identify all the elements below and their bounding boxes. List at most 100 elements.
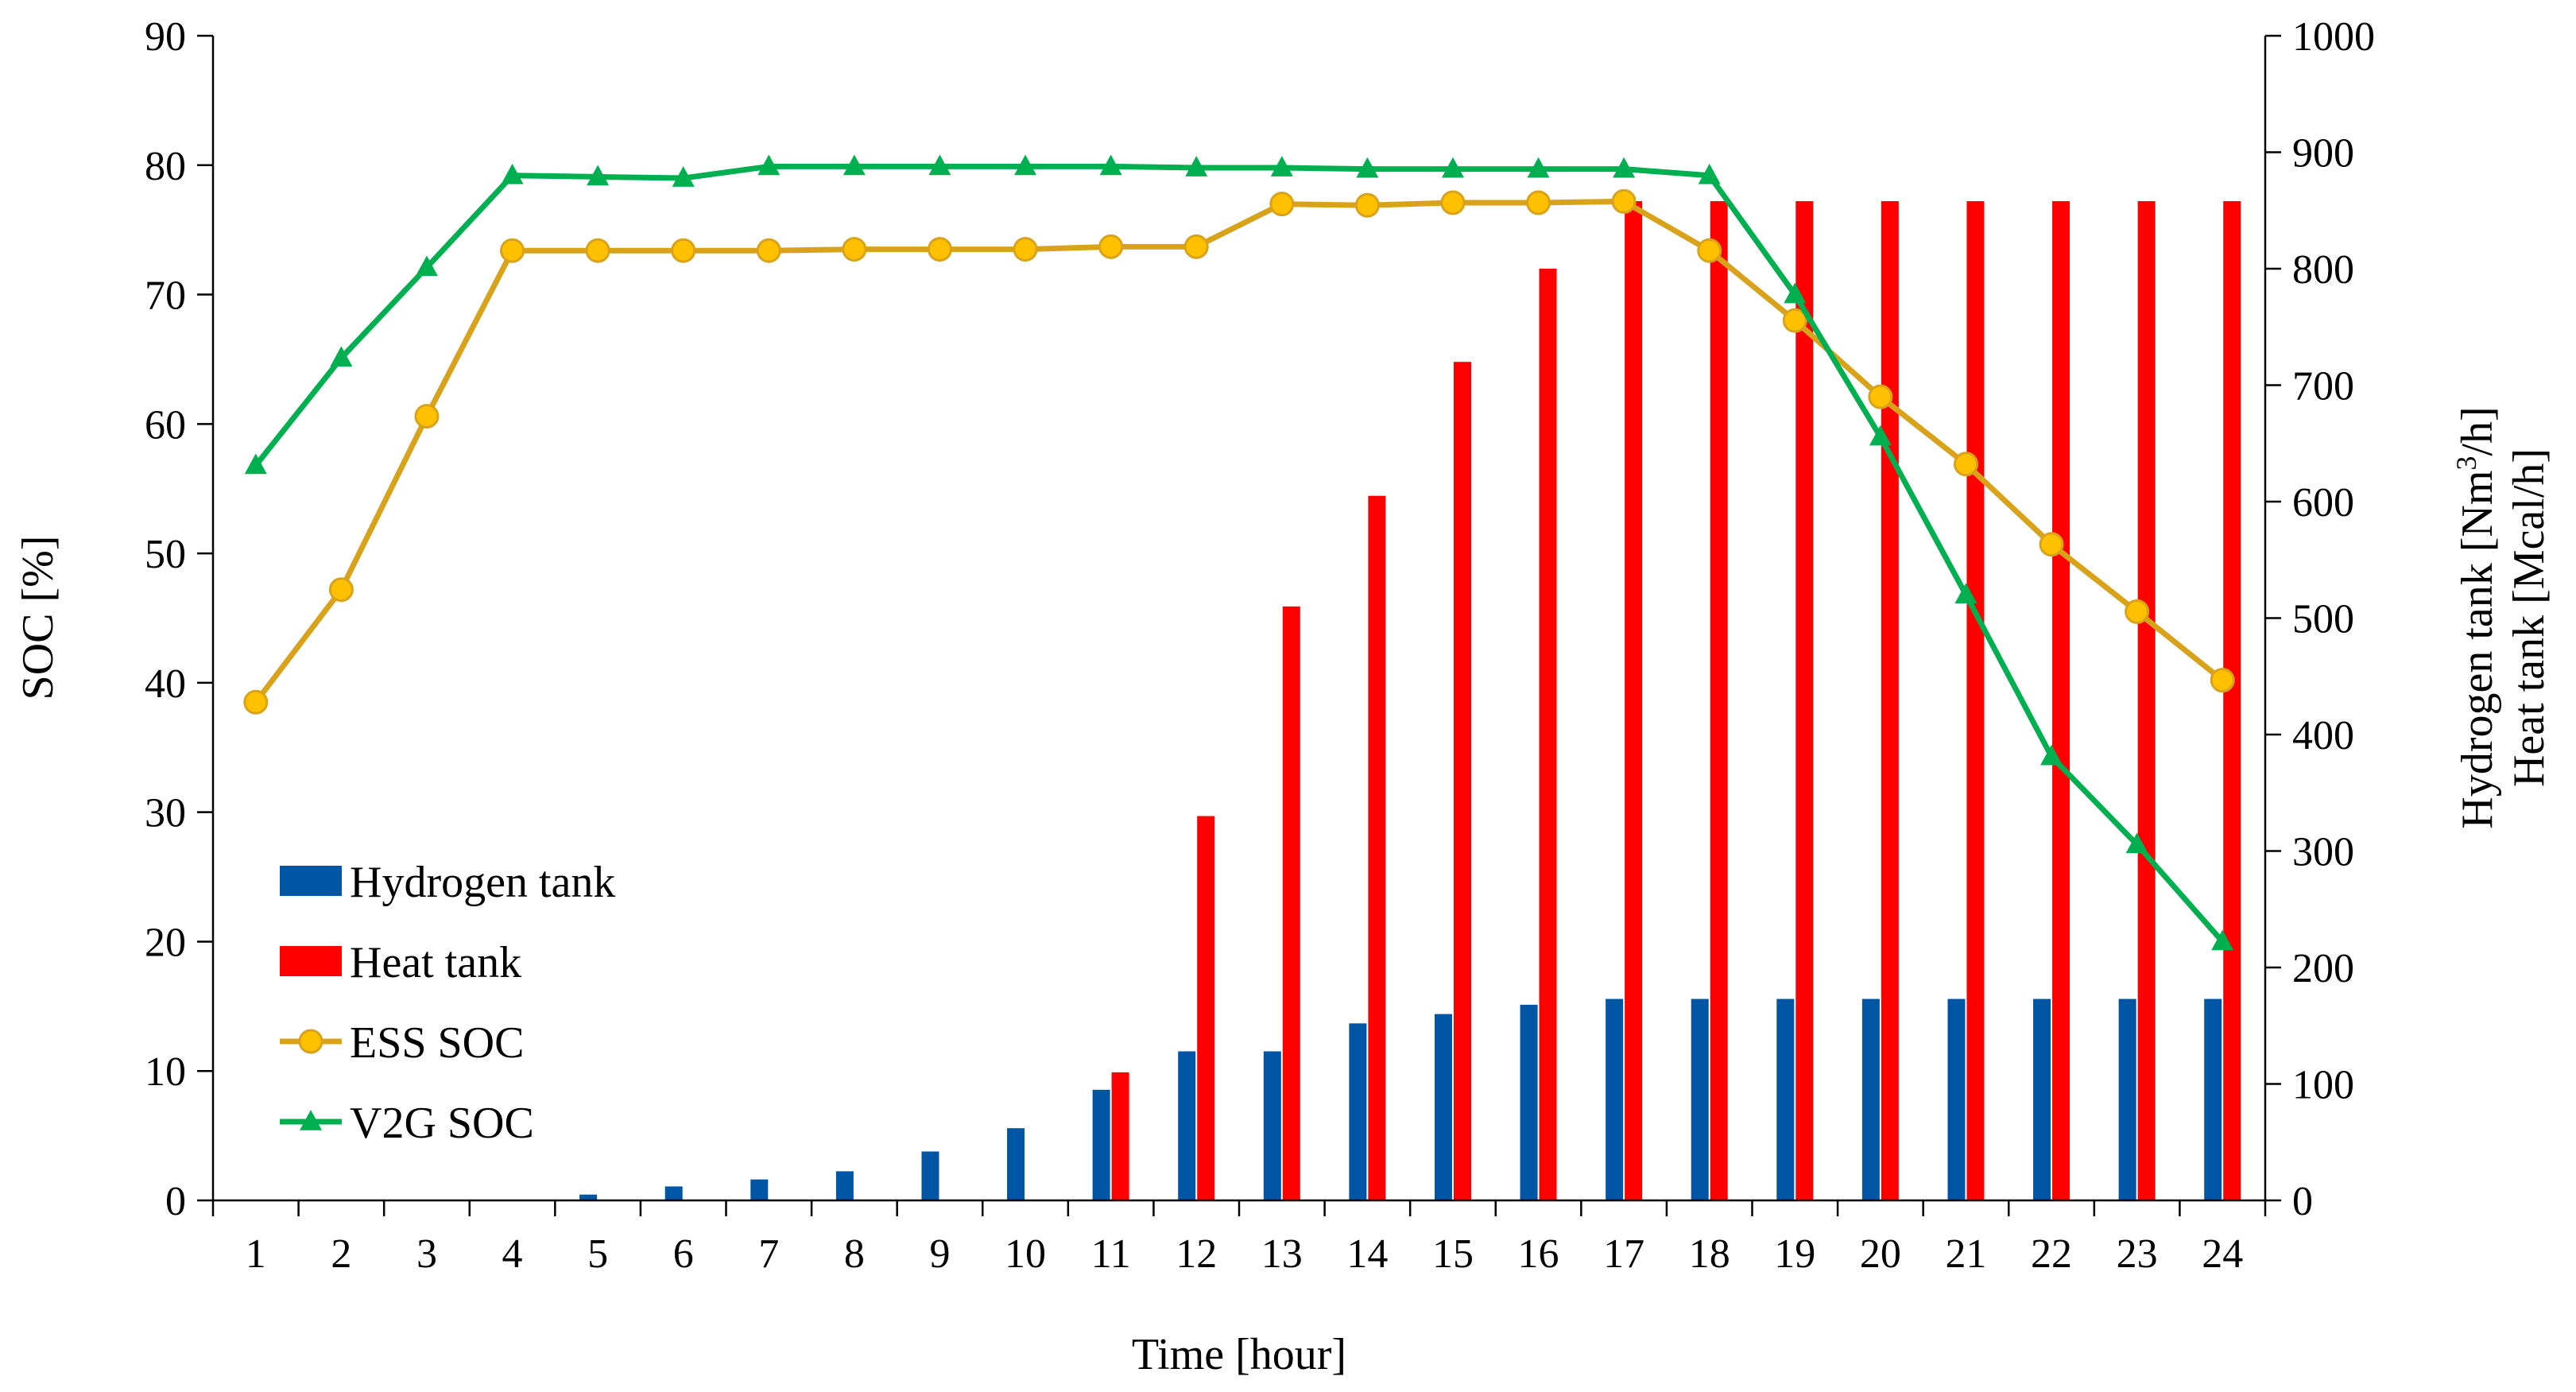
ess-soc-point — [585, 238, 610, 263]
left-y-tick-label: 80 — [145, 144, 186, 189]
bar-layer — [579, 201, 2241, 1201]
v2g-soc-point — [1441, 157, 1464, 178]
hydrogen-tank-bar — [1007, 1128, 1025, 1200]
x-tick-label: 16 — [1518, 1231, 1559, 1277]
ess-soc-point — [756, 238, 781, 263]
x-tick-label: 9 — [929, 1231, 950, 1277]
v2g-soc-point — [1613, 157, 1636, 178]
left-y-tick-label: 70 — [145, 273, 186, 319]
ess-soc-point — [1697, 238, 1722, 263]
right-y-tick-label: 300 — [2292, 830, 2354, 875]
legend-label-hydrogen-tank: Hydrogen tank — [350, 858, 615, 907]
v2g-soc-point — [928, 154, 951, 176]
left-y-tick-label: 20 — [145, 920, 186, 965]
v2g-soc-point — [1099, 154, 1122, 176]
legend-swatch-heat-tank — [280, 946, 342, 976]
right-y-tick-label: 0 — [2292, 1179, 2313, 1224]
x-tick-label: 3 — [416, 1231, 437, 1277]
ess-soc-point — [671, 238, 696, 263]
v2g-soc-point — [1954, 583, 1978, 603]
x-tick-label: 18 — [1689, 1231, 1730, 1277]
right-y-tick-label: 700 — [2292, 364, 2354, 409]
x-tick-label: 7 — [758, 1231, 779, 1277]
left-y-tick-label: 10 — [145, 1049, 186, 1095]
heat-tank-bar — [1795, 201, 1814, 1200]
legend-label-v2g-soc: V2G SOC — [350, 1099, 534, 1148]
x-tick-label: 2 — [331, 1231, 351, 1277]
hydrogen-tank-bar — [2204, 998, 2222, 1200]
v2g-soc-point — [2125, 832, 2148, 854]
ess-soc-point — [243, 689, 269, 715]
left-y-tick-label: 40 — [145, 661, 186, 707]
hydrogen-tank-bar — [835, 1171, 854, 1200]
left-y-tick-label: 90 — [145, 14, 186, 60]
x-tick-label: 20 — [1860, 1231, 1901, 1277]
x-tick-label: 8 — [844, 1231, 865, 1277]
heat-tank-bar — [1710, 201, 1728, 1200]
legend-label-heat-tank: Heat tank — [350, 938, 521, 987]
v2g-soc-point — [1869, 425, 1892, 446]
hydrogen-tank-bar — [579, 1194, 598, 1200]
v2g-soc-point — [1527, 157, 1550, 178]
left-y-tick-label: 50 — [145, 532, 186, 577]
x-tick-label: 4 — [502, 1231, 523, 1277]
hydrogen-tank-bar — [1263, 1051, 1281, 1200]
right-y-axis-title-line1: Hydrogen tank [Nm3/h] — [2450, 406, 2502, 828]
ess-soc-point — [1269, 192, 1295, 217]
right-y-tick-label: 400 — [2292, 713, 2354, 758]
heat-tank-bar — [1881, 201, 1899, 1200]
ess-soc-point — [1611, 188, 1637, 214]
right-y-tick-label: 1000 — [2292, 14, 2375, 60]
hydrogen-tank-bar — [1092, 1089, 1110, 1200]
heat-tank-bar — [1966, 201, 1985, 1200]
ess-soc-point — [842, 237, 867, 262]
ess-soc-point — [1868, 384, 1893, 409]
hydrogen-tank-bar — [1691, 998, 1709, 1200]
v2g-soc-point — [1356, 157, 1379, 178]
right-y-title-line1-base: Hydrogen tank [Nm — [2453, 471, 2502, 829]
heat-tank-bar — [1539, 269, 1557, 1200]
ess-soc-point — [1440, 190, 1466, 215]
v2g-soc-point — [330, 346, 353, 367]
legend-marker-v2g-soc — [300, 1110, 322, 1130]
x-tick-label: 14 — [1346, 1231, 1388, 1277]
hydrogen-tank-bar — [750, 1179, 769, 1200]
hydrogen-tank-bar — [1349, 1023, 1367, 1200]
right-y-title-line1-end: /h] — [2453, 406, 2502, 456]
legend: Hydrogen tank Heat tank ESS SOC V2G SOC — [280, 858, 615, 1148]
x-tick-label: 12 — [1176, 1231, 1217, 1277]
left-y-tick-label: 30 — [145, 791, 186, 836]
hydrogen-tank-bar — [2118, 998, 2136, 1200]
legend-marker-ess-soc — [298, 1029, 323, 1054]
left-y-tick-label: 60 — [145, 402, 186, 448]
ess-soc-point — [1183, 234, 1209, 259]
x-tick-label: 6 — [673, 1231, 694, 1277]
right-y-title-line1-sup: 3 — [2450, 456, 2482, 471]
v2g-soc-point — [1270, 156, 1293, 176]
right-y-tick-label: 500 — [2292, 597, 2354, 642]
x-tick-label: 22 — [2031, 1231, 2072, 1277]
ess-soc-point — [2125, 599, 2150, 624]
ess-soc-point — [2039, 532, 2064, 557]
heat-tank-bar — [1625, 201, 1643, 1200]
v2g-soc-point — [501, 163, 524, 184]
right-y-tick-label: 900 — [2292, 131, 2354, 176]
x-tick-label: 15 — [1432, 1231, 1474, 1277]
ess-soc-line — [254, 198, 2225, 704]
x-tick-label: 11 — [1091, 1231, 1131, 1277]
right-y-tick-label: 800 — [2292, 247, 2354, 293]
x-tick-label: 13 — [1261, 1231, 1303, 1277]
x-axis-title: Time [hour] — [1132, 1330, 1346, 1379]
v2g-soc-point — [1698, 163, 1721, 184]
ess-soc-point — [2210, 668, 2235, 693]
hydrogen-tank-bar — [921, 1151, 939, 1200]
v2g-soc-point — [415, 255, 438, 277]
hydrogen-tank-bar — [1947, 998, 1966, 1200]
v2g-soc-point — [2211, 929, 2234, 951]
right-y-tick-label: 100 — [2292, 1063, 2354, 1108]
ess-soc-point — [414, 404, 440, 429]
left-y-tick-label: 0 — [165, 1179, 186, 1224]
line-layer — [243, 154, 2235, 951]
legend-label-ess-soc: ESS SOC — [350, 1018, 524, 1068]
